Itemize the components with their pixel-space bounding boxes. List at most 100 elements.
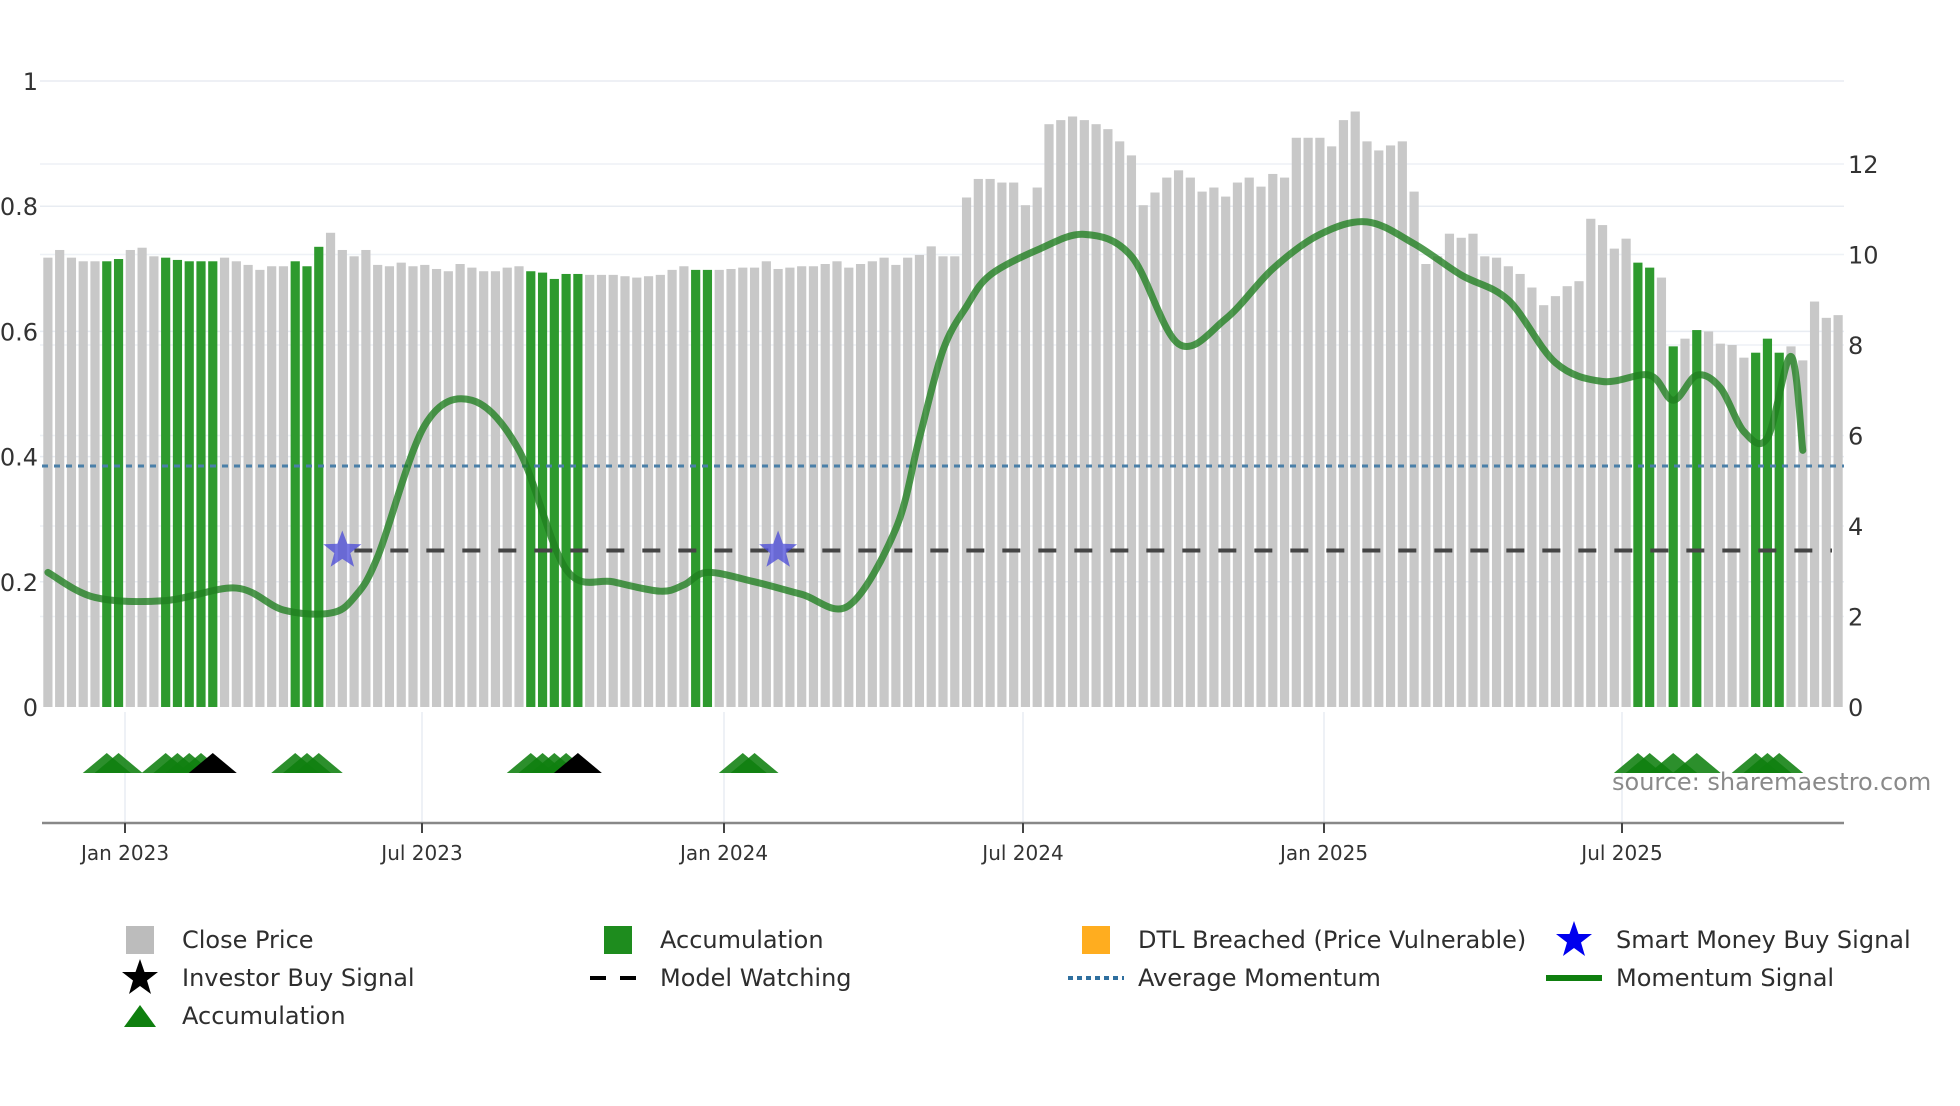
close-price-bar: [1491, 257, 1502, 707]
legend-item-close-price[interactable]: Close Price: [112, 923, 314, 957]
close-price-bar: [1821, 317, 1831, 707]
right-axis-label: 10: [1848, 242, 1879, 270]
close-price-bar: [231, 261, 241, 707]
close-price-bar: [1527, 287, 1537, 707]
accumulation-bar: [314, 246, 324, 707]
x-tick-label: Jul 2023: [379, 841, 462, 865]
legend-item-momentum-signal[interactable]: Momentum Signal: [1546, 961, 1834, 995]
accumulation-bar: [208, 261, 218, 707]
close-price-bar: [1150, 192, 1160, 707]
close-price-bar: [608, 274, 618, 707]
x-tick-label: Jul 2024: [980, 841, 1063, 865]
left-axis-label: 0.8: [0, 193, 38, 221]
close-price-bar: [1515, 273, 1525, 707]
close-price-bar: [455, 264, 465, 707]
close-price-bar: [1268, 173, 1278, 707]
close-price-bar: [514, 266, 524, 707]
close-price-bar: [1798, 360, 1808, 707]
accumulation-bar: [1692, 330, 1702, 707]
close-price-bar: [219, 257, 230, 707]
close-price-bar: [655, 274, 665, 707]
left-axis-label: 1: [23, 68, 38, 96]
legend-item-average-momentum[interactable]: Average Momentum: [1068, 961, 1381, 995]
close-price-bar: [1315, 137, 1325, 707]
close-price-bar: [137, 247, 147, 707]
accumulation-bar: [290, 261, 300, 707]
close-price-bar: [973, 178, 983, 707]
close-price-bar: [1609, 248, 1619, 707]
close-price-bar: [431, 268, 442, 707]
close-price-bar: [1621, 238, 1631, 707]
close-price-bar: [361, 249, 371, 707]
legend-item-investor-buy[interactable]: Investor Buy Signal: [112, 959, 415, 995]
legend-item-smart-money[interactable]: Smart Money Buy Signal: [1546, 921, 1911, 957]
close-price-bar: [443, 271, 453, 707]
close-price-bar: [1209, 187, 1219, 707]
close-price-bar: [1715, 343, 1725, 707]
x-tick-label: Jan 2025: [1278, 841, 1368, 865]
close-price-bar: [66, 257, 77, 707]
accumulation-triangle-icon: [730, 753, 779, 773]
close-price-bar: [1173, 170, 1184, 707]
legend-label: Momentum Signal: [1616, 964, 1835, 992]
legend-label: Accumulation: [660, 926, 824, 954]
right-axis-label: 4: [1848, 513, 1863, 541]
accumulation-square-icon: [590, 923, 646, 957]
close-price-bar: [1727, 345, 1737, 707]
close-price-bar: [1079, 120, 1089, 708]
close-price-bar: [1032, 187, 1042, 707]
close-price-bar: [255, 269, 265, 707]
close-price-bar: [891, 264, 901, 707]
close-price-bar: [1739, 357, 1749, 707]
close-price-bar: [1456, 237, 1466, 707]
close-price-bar: [1574, 281, 1584, 707]
close-price-bar: [1362, 141, 1372, 707]
close-price-bar: [1374, 150, 1384, 708]
right-axis-label: 6: [1848, 423, 1863, 451]
left-axis-label: 0.6: [0, 318, 38, 346]
close-price-bar: [1468, 233, 1478, 707]
investor-buy-triangle-icon: [553, 753, 602, 773]
close-price-bar: [1786, 346, 1796, 707]
close-price-bar: [1256, 186, 1266, 707]
close-price-bar: [808, 266, 819, 707]
close-price-bar: [749, 267, 760, 707]
close-price-bar: [325, 232, 336, 707]
price-bars: [43, 111, 1843, 708]
x-tick-label: Jan 2024: [678, 841, 768, 865]
close-price-bar: [267, 266, 277, 707]
legend-item-dtl-breached[interactable]: DTL Breached (Price Vulnerable): [1068, 923, 1526, 957]
smart-money-star-icon: [759, 530, 798, 567]
close-price-bar: [1103, 129, 1113, 708]
close-price-bar: [1091, 124, 1101, 708]
close-price-bar: [879, 257, 889, 707]
close-price-bar: [43, 257, 53, 707]
close-price-bar: [408, 266, 418, 707]
accumulation-triangle-icon: [94, 753, 143, 773]
close-price-bar: [1303, 137, 1313, 707]
close-price-bar: [1433, 256, 1443, 707]
close-price-bar: [1444, 233, 1455, 707]
close-price-bar: [950, 256, 960, 707]
close-price-bar: [926, 246, 936, 708]
close-price-bar: [1421, 264, 1431, 707]
close-price-bar: [1138, 205, 1148, 708]
close-price-bar: [125, 249, 135, 707]
legend-item-accumulation-marker[interactable]: Accumulation: [112, 999, 346, 1033]
close-price-bar: [1586, 218, 1596, 707]
close-price-bar: [1279, 177, 1290, 707]
blue-star-icon: [1546, 921, 1602, 957]
legend-item-accumulation-bar[interactable]: Accumulation: [590, 923, 824, 957]
close-price-bar: [78, 261, 88, 707]
accumulation-bar: [702, 269, 713, 707]
close-price-bar: [1550, 296, 1561, 707]
close-price-bar: [1350, 111, 1360, 707]
close-price-square-icon: [112, 923, 168, 957]
accumulation-bar: [573, 273, 583, 707]
legend-label: DTL Breached (Price Vulnerable): [1138, 926, 1527, 954]
close-price-bar: [1680, 338, 1690, 707]
close-price-bar: [1562, 286, 1572, 707]
accumulation-bar: [561, 273, 571, 707]
legend-item-model-watching[interactable]: Model Watching: [590, 961, 852, 995]
dotted-line-icon: [1068, 961, 1124, 995]
